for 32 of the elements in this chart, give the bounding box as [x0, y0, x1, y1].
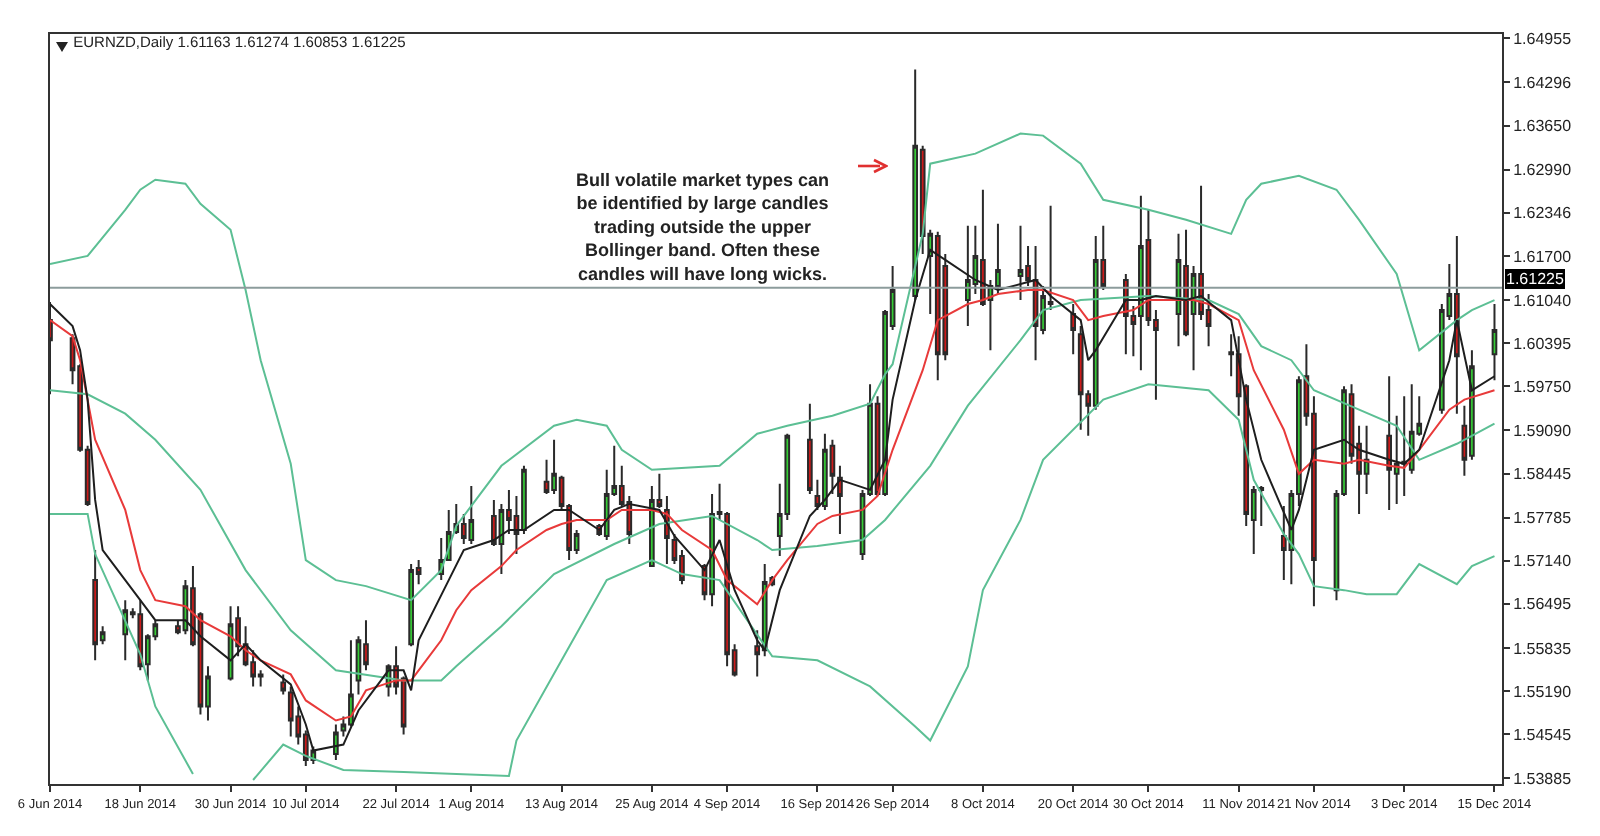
- annotation: Bull volatile market types can be identified by large candles trading outside the upper Bollinger band. Often these candles will have long wicks.: [576, 170, 830, 284]
- y-tick-label: 1.59090: [1513, 422, 1573, 440]
- y-tick-label: 1.60395: [1513, 334, 1573, 353]
- y-tick-label: 1.59750: [1513, 377, 1573, 396]
- y-tick-label: 1.54545: [1513, 725, 1573, 744]
- candlestick: [287, 685, 294, 738]
- candlestick: [468, 484, 475, 546]
- y-tick-label: 1.57140: [1513, 552, 1573, 571]
- candlestick: [92, 549, 98, 662]
- ref-line-label: 1.61225: [1506, 270, 1565, 288]
- y-tick-label: 1.62346: [1513, 204, 1573, 223]
- candlestick: [1077, 325, 1084, 431]
- y-tick-label: 1.64955: [1513, 29, 1573, 48]
- y-tick-label: 1.63650: [1513, 117, 1573, 136]
- line-series: [50, 132, 1496, 602]
- y-tick-label: 1.62990: [1513, 161, 1573, 180]
- y-tick-label: 1.61040: [1513, 291, 1573, 310]
- candlestick: [822, 432, 828, 511]
- y-tick-label: 1.55835: [1513, 639, 1573, 658]
- candlestick: [837, 464, 843, 535]
- candlestick: [137, 599, 144, 672]
- candlestick: [1070, 303, 1077, 356]
- candlestick: [408, 563, 414, 648]
- candlestick: [1386, 375, 1392, 511]
- candlestick: [280, 673, 287, 696]
- y-tick-label: 1.61700: [1513, 247, 1573, 266]
- y-tick-label: 1.55190: [1513, 682, 1573, 701]
- y-tick-label: 1.56495: [1513, 595, 1573, 614]
- y-tick-label: 1.53885: [1513, 769, 1573, 788]
- y-tick-label: 1.58445: [1513, 465, 1573, 484]
- y-tick-label: 1.57785: [1513, 509, 1573, 528]
- y-tick-label: 1.64296: [1513, 74, 1573, 92]
